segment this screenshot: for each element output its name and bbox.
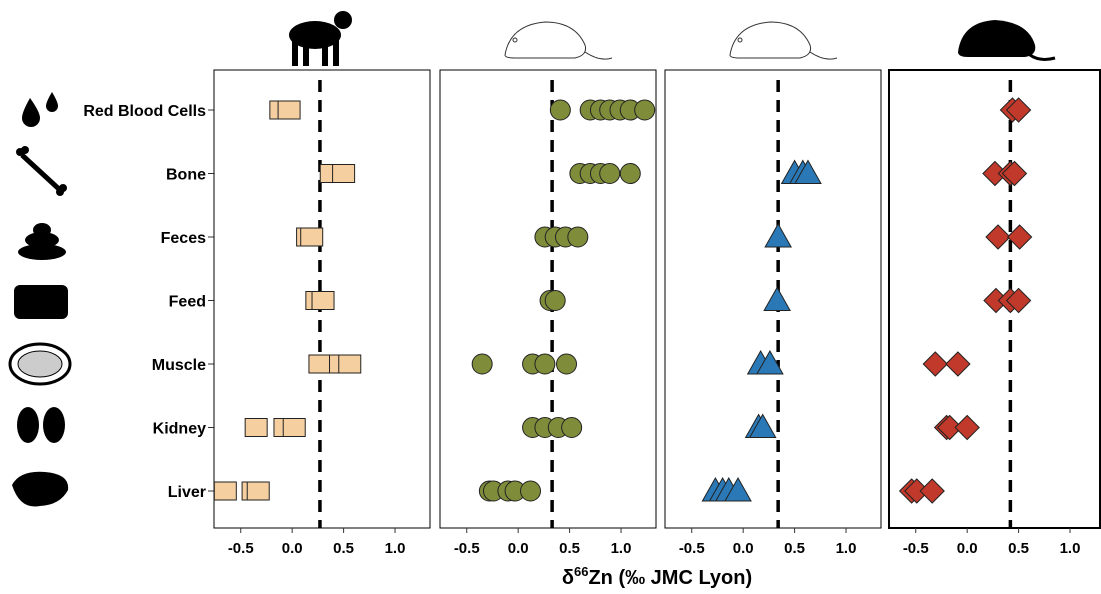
category-label: Feed — [169, 294, 206, 311]
x-axis-label-part: Zn (‰ JMC Lyon) — [588, 567, 752, 589]
category-label: Muscle — [152, 357, 206, 374]
category-label: Red Blood Cells — [83, 103, 206, 120]
triangle-point — [764, 288, 790, 311]
diamond-point — [986, 225, 1010, 249]
x-tick-label: -0.5 — [679, 540, 705, 557]
circle-point — [545, 291, 565, 311]
square-point — [278, 101, 300, 119]
category-label: Kidney — [153, 421, 206, 438]
x-tick-label: 1.0 — [385, 540, 406, 557]
category-label: Bone — [166, 167, 206, 184]
x-tick-label: 0.0 — [733, 540, 754, 557]
x-tick-label: -0.5 — [903, 540, 929, 557]
circle-point — [620, 164, 640, 184]
diamond-point — [946, 352, 970, 376]
sheep-icon — [289, 11, 352, 66]
diamond-point — [923, 352, 947, 376]
rat-outline-icon — [730, 22, 837, 59]
x-tick-label: 0.5 — [1008, 540, 1029, 557]
x-tick-label: 0.5 — [784, 540, 805, 557]
circle-point — [535, 354, 555, 374]
x-tick-label: -0.5 — [454, 540, 480, 557]
category-label: Feces — [161, 230, 206, 247]
diamond-point — [920, 479, 944, 503]
square-point — [214, 482, 236, 500]
square-point — [339, 355, 361, 373]
circle-point — [521, 481, 541, 501]
square-point — [333, 165, 355, 183]
x-tick-label: 0.0 — [282, 540, 303, 557]
tissue-icons — [10, 92, 70, 507]
circle-point — [562, 418, 582, 438]
diamond-point — [955, 416, 979, 440]
rat-outline-icon — [505, 22, 612, 59]
x-axis-label: δ66Zn (‰ JMC Lyon) — [562, 564, 752, 589]
square-point — [312, 292, 334, 310]
circle-point — [550, 100, 570, 120]
circle-point — [600, 164, 620, 184]
chart: Red Blood Cells Bone Feces Feed Muscle Kidney… — [0, 0, 1101, 594]
square-point — [301, 228, 323, 246]
x-axis-label-part: δ — [562, 567, 574, 589]
square-point — [309, 355, 331, 373]
x-tick-label: 0.5 — [333, 540, 354, 557]
circle-point — [635, 100, 655, 120]
x-tick-label: 0.5 — [559, 540, 580, 557]
x-tick-label: 1.0 — [1060, 540, 1081, 557]
square-point — [247, 482, 269, 500]
square-point — [245, 419, 267, 437]
circle-point — [568, 227, 588, 247]
circle-point — [557, 354, 577, 374]
x-axis-label-sup: 66 — [574, 564, 588, 579]
x-tick-label: -0.5 — [228, 540, 254, 557]
x-tick-label: 1.0 — [836, 540, 857, 557]
category-label: Liver — [168, 484, 206, 501]
rat-icon — [958, 20, 1055, 59]
circle-point — [472, 354, 492, 374]
triangle-point — [765, 224, 791, 247]
x-tick-label: 0.0 — [957, 540, 978, 557]
square-point — [283, 419, 305, 437]
x-tick-label: 0.0 — [508, 540, 529, 557]
x-tick-label: 1.0 — [611, 540, 632, 557]
